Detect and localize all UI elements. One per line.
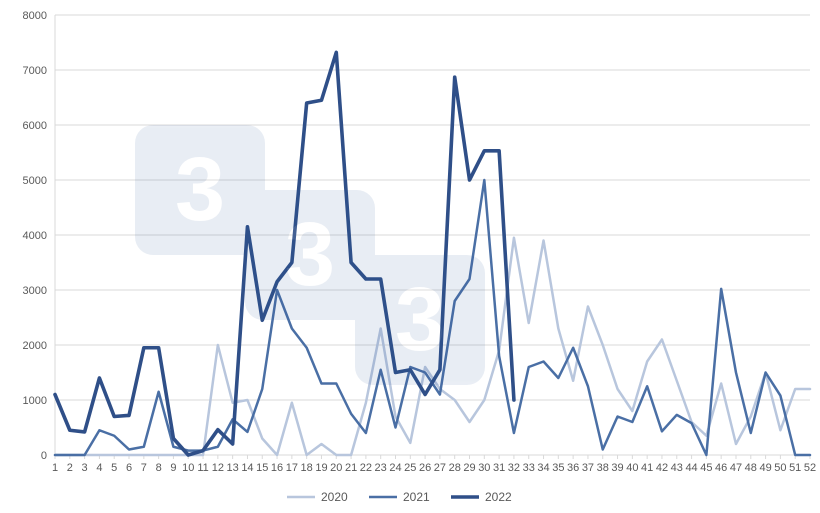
- x-tick-label: 21: [345, 462, 357, 474]
- x-tick-label: 38: [597, 462, 609, 474]
- x-tick-label: 45: [700, 462, 712, 474]
- y-tick-label: 5000: [23, 175, 47, 187]
- x-tick-label: 44: [685, 462, 697, 474]
- x-tick-label: 37: [582, 462, 594, 474]
- x-tick-label: 2: [67, 462, 73, 474]
- x-tick-label: 49: [759, 462, 771, 474]
- x-tick-label: 20: [330, 462, 342, 474]
- y-tick-label: 6000: [23, 120, 47, 132]
- x-tick-label: 28: [449, 462, 461, 474]
- x-tick-label: 43: [671, 462, 683, 474]
- x-tick-label: 40: [626, 462, 638, 474]
- x-tick-label: 9: [170, 462, 176, 474]
- chart-svg: 0100020003000400050006000700080001234567…: [0, 0, 820, 513]
- x-tick-label: 30: [478, 462, 490, 474]
- x-tick-label: 16: [271, 462, 283, 474]
- y-tick-label: 1000: [23, 395, 47, 407]
- x-tick-label: 25: [404, 462, 416, 474]
- x-tick-label: 13: [227, 462, 239, 474]
- x-tick-label: 4: [96, 462, 102, 474]
- x-tick-label: 24: [389, 462, 401, 474]
- x-tick-label: 12: [212, 462, 224, 474]
- x-tick-label: 23: [375, 462, 387, 474]
- x-tick-label: 51: [789, 462, 801, 474]
- x-tick-label: 3: [82, 462, 88, 474]
- legend-label: 2020: [321, 490, 348, 504]
- x-tick-label: 52: [804, 462, 816, 474]
- y-tick-label: 7000: [23, 65, 47, 77]
- x-tick-label: 10: [182, 462, 194, 474]
- x-tick-label: 7: [141, 462, 147, 474]
- x-tick-label: 35: [552, 462, 564, 474]
- x-tick-label: 17: [286, 462, 298, 474]
- x-tick-label: 33: [523, 462, 535, 474]
- y-tick-label: 3000: [23, 285, 47, 297]
- x-tick-label: 41: [641, 462, 653, 474]
- y-tick-label: 4000: [23, 230, 47, 242]
- x-tick-label: 47: [730, 462, 742, 474]
- x-tick-label: 48: [745, 462, 757, 474]
- x-tick-label: 8: [156, 462, 162, 474]
- y-tick-label: 2000: [23, 340, 47, 352]
- legend-label: 2021: [403, 490, 430, 504]
- x-tick-label: 1: [52, 462, 58, 474]
- x-tick-label: 15: [256, 462, 268, 474]
- x-tick-label: 5: [111, 462, 117, 474]
- y-tick-label: 0: [41, 450, 47, 462]
- series-2020: [55, 238, 810, 455]
- x-tick-label: 36: [567, 462, 579, 474]
- x-tick-label: 6: [126, 462, 132, 474]
- y-tick-label: 8000: [23, 10, 47, 22]
- line-chart: 3 3 3 0100020003000400050006000700080001…: [0, 0, 820, 513]
- x-tick-label: 19: [315, 462, 327, 474]
- x-tick-label: 32: [508, 462, 520, 474]
- x-tick-label: 11: [197, 462, 208, 474]
- x-tick-label: 29: [463, 462, 475, 474]
- x-tick-label: 39: [611, 462, 623, 474]
- x-tick-label: 50: [774, 462, 786, 474]
- x-tick-label: 42: [656, 462, 668, 474]
- x-tick-label: 26: [419, 462, 431, 474]
- x-tick-label: 18: [301, 462, 313, 474]
- x-tick-label: 46: [715, 462, 727, 474]
- x-tick-label: 14: [241, 462, 253, 474]
- x-tick-label: 31: [493, 462, 505, 474]
- series-2022: [55, 52, 514, 455]
- x-tick-label: 34: [537, 462, 549, 474]
- x-tick-label: 22: [360, 462, 372, 474]
- x-tick-label: 27: [434, 462, 446, 474]
- legend-label: 2022: [485, 490, 512, 504]
